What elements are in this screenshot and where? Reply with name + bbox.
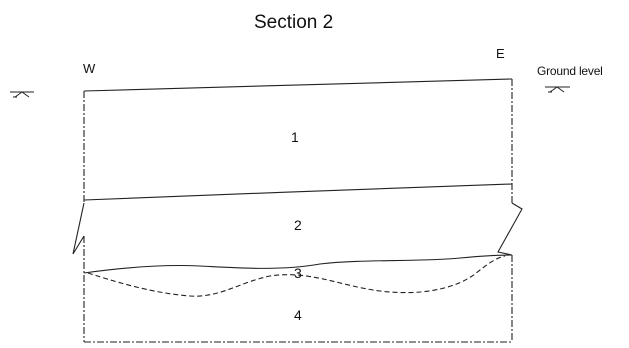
ground-surface-line (83, 78, 513, 92)
water-table-icon-left (10, 91, 34, 98)
diagram-title: Section 2 (254, 12, 334, 33)
layer-label-4: 4 (294, 307, 302, 323)
layer-boundary-1-2 (83, 183, 513, 201)
layer-label-2: 2 (294, 217, 302, 233)
water-table-icon-right (545, 86, 570, 93)
west-label: W (83, 61, 96, 76)
layer-boundary-3-4 (87, 255, 506, 297)
layer-boundary-2-3 (83, 254, 513, 274)
right-break-mark (497, 202, 523, 256)
east-label: E (496, 46, 505, 61)
layer-label-1: 1 (291, 129, 299, 145)
layer-label-3: 3 (294, 265, 302, 281)
left-break-mark (72, 202, 85, 255)
ground-level-label: Ground level (537, 64, 603, 78)
